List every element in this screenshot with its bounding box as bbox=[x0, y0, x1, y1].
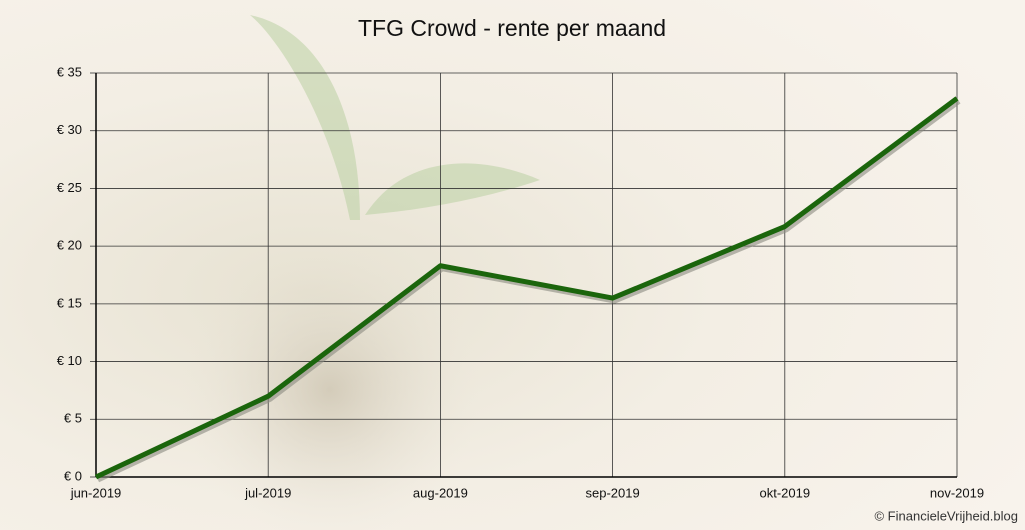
x-tick-label: aug-2019 bbox=[413, 485, 468, 500]
line-shadow bbox=[96, 99, 961, 483]
y-tick-label: € 10 bbox=[57, 353, 82, 368]
y-tick-label: € 15 bbox=[57, 295, 82, 310]
y-tick-label: € 25 bbox=[57, 180, 82, 195]
y-tick-label: € 30 bbox=[57, 122, 82, 137]
credit: © FinancieleVrijheid.blog bbox=[874, 508, 1018, 523]
background-leaf bbox=[365, 163, 540, 215]
y-tick-label: € 35 bbox=[57, 64, 82, 79]
x-tick-label: nov-2019 bbox=[930, 485, 984, 500]
y-tick-label: € 20 bbox=[57, 238, 82, 253]
background-jar bbox=[180, 240, 480, 530]
y-tick-label: € 5 bbox=[64, 411, 82, 426]
x-tick-label: sep-2019 bbox=[585, 485, 639, 500]
x-tick-label: jun-2019 bbox=[70, 485, 122, 500]
x-tick-label: jul-2019 bbox=[244, 485, 291, 500]
y-tick-label: € 0 bbox=[64, 468, 82, 483]
chart-title: TFG Crowd - rente per maand bbox=[358, 15, 666, 41]
x-tick-label: okt-2019 bbox=[760, 485, 811, 500]
background-leaf bbox=[250, 15, 360, 220]
line bbox=[94, 96, 959, 480]
